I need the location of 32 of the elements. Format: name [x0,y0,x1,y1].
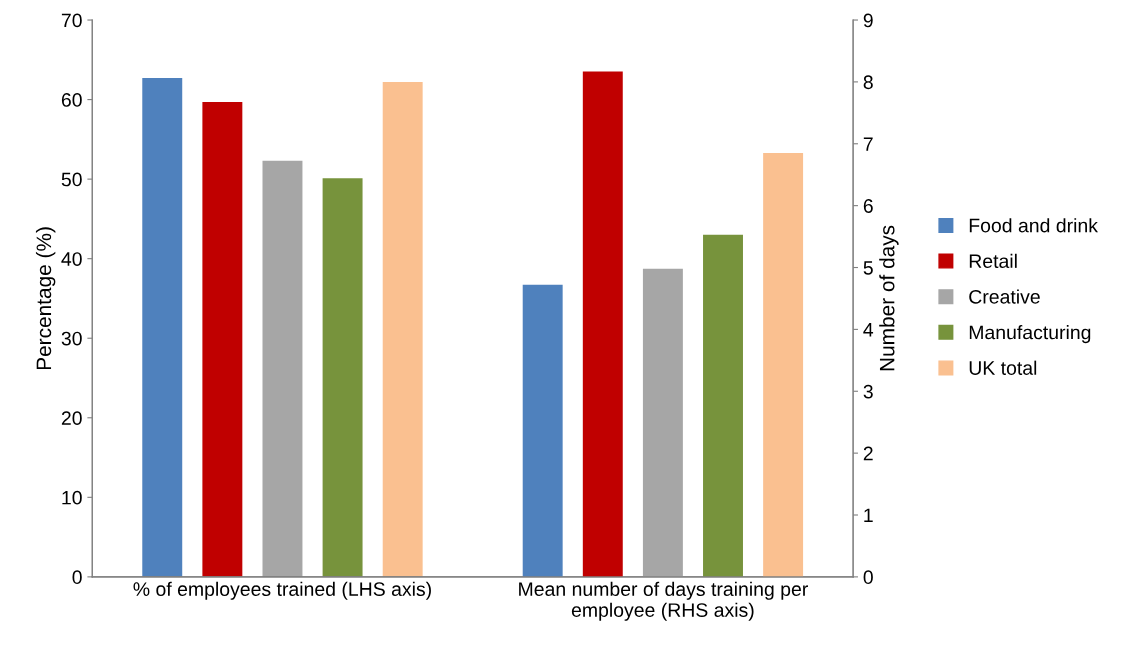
legend-label: Manufacturing [969,325,1091,344]
y2-tick-label: 4 [863,323,874,337]
bar [262,160,303,577]
y-tick-label: 0 [72,570,82,585]
legend-label: Creative [969,289,1040,304]
y2-tick-label: 3 [863,384,873,399]
y2-tick-label: 1 [864,508,873,523]
y-tick-label: 40 [61,252,82,266]
bar [202,101,243,577]
x-tick-label: % of employees trained (LHS axis) [133,581,431,600]
y2-axis-title: Number of days [879,225,899,371]
y-tick-label: 10 [62,490,82,505]
legend-label: Food and drink [969,218,1098,233]
y2-tick-label: 8 [863,75,873,90]
y-tick-label: 60 [61,93,82,107]
legend-label: UK total [969,360,1037,375]
x-tick-label: Mean number of days training per employee (RHS axis) [519,581,808,621]
y-tick-label: 30 [61,331,82,346]
y2-tick-label: 2 [863,446,873,461]
legend-label: Retail [969,253,1017,269]
bar [382,82,423,577]
y2-tick-label: 5 [863,261,873,275]
y-axis-title: Percentage (%) [35,227,56,370]
y2-tick-label: 9 [863,13,873,28]
y-tick-label: 20 [61,411,82,426]
bar [142,78,183,577]
bar [322,178,363,577]
y2-tick-label: 7 [863,137,873,151]
y2-tick-label: 0 [863,570,873,585]
y2-tick-label: 6 [863,199,873,213]
y-tick-label: 70 [61,13,82,28]
y-tick-label: 50 [61,172,82,187]
